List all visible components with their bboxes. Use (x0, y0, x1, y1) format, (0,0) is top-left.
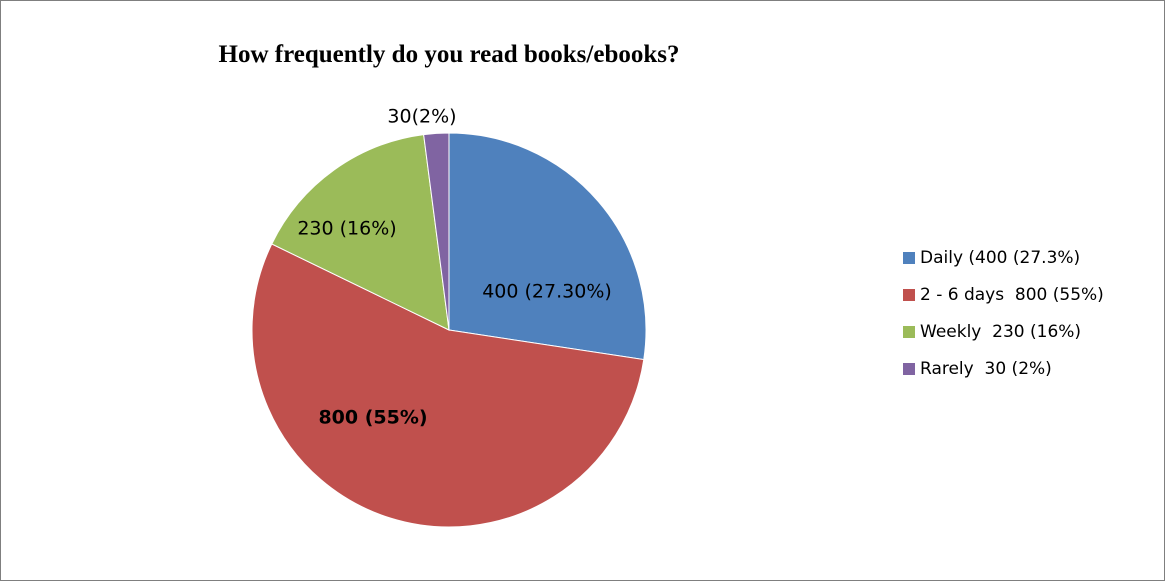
data-label: 800 (55%) (318, 407, 427, 429)
legend-swatch (903, 363, 915, 375)
data-label: 230 (16%) (297, 218, 396, 240)
pie-slice-rarely (423, 132, 450, 331)
legend-swatch (903, 252, 915, 264)
legend-swatch (903, 289, 915, 301)
legend-label: Rarely 30 (2%) (920, 359, 1052, 379)
legend-item: 2 - 6 days 800 (55%) (903, 285, 1104, 305)
legend-label: Daily (400 (27.3%) (920, 248, 1081, 268)
pie-slice-daily (448, 132, 647, 361)
legend-label: 2 - 6 days 800 (55%) (920, 285, 1104, 305)
data-label: 30(2%) (387, 106, 456, 128)
legend-item: Weekly 230 (16%) (903, 322, 1104, 342)
data-label: 400 (27.30%) (482, 281, 612, 303)
chart-title: How frequently do you read books/ebooks? (218, 41, 680, 68)
legend-item: Rarely 30 (2%) (903, 359, 1104, 379)
pie-slice-2-6-days (251, 243, 645, 528)
legend: Daily (400 (27.3%) 2 - 6 days 800 (55%) We… (903, 248, 1104, 396)
legend-item: Daily (400 (27.3%) (903, 248, 1104, 268)
legend-swatch (903, 326, 915, 338)
legend-label: Weekly 230 (16%) (920, 322, 1082, 342)
pie-slice-weekly (271, 134, 450, 331)
